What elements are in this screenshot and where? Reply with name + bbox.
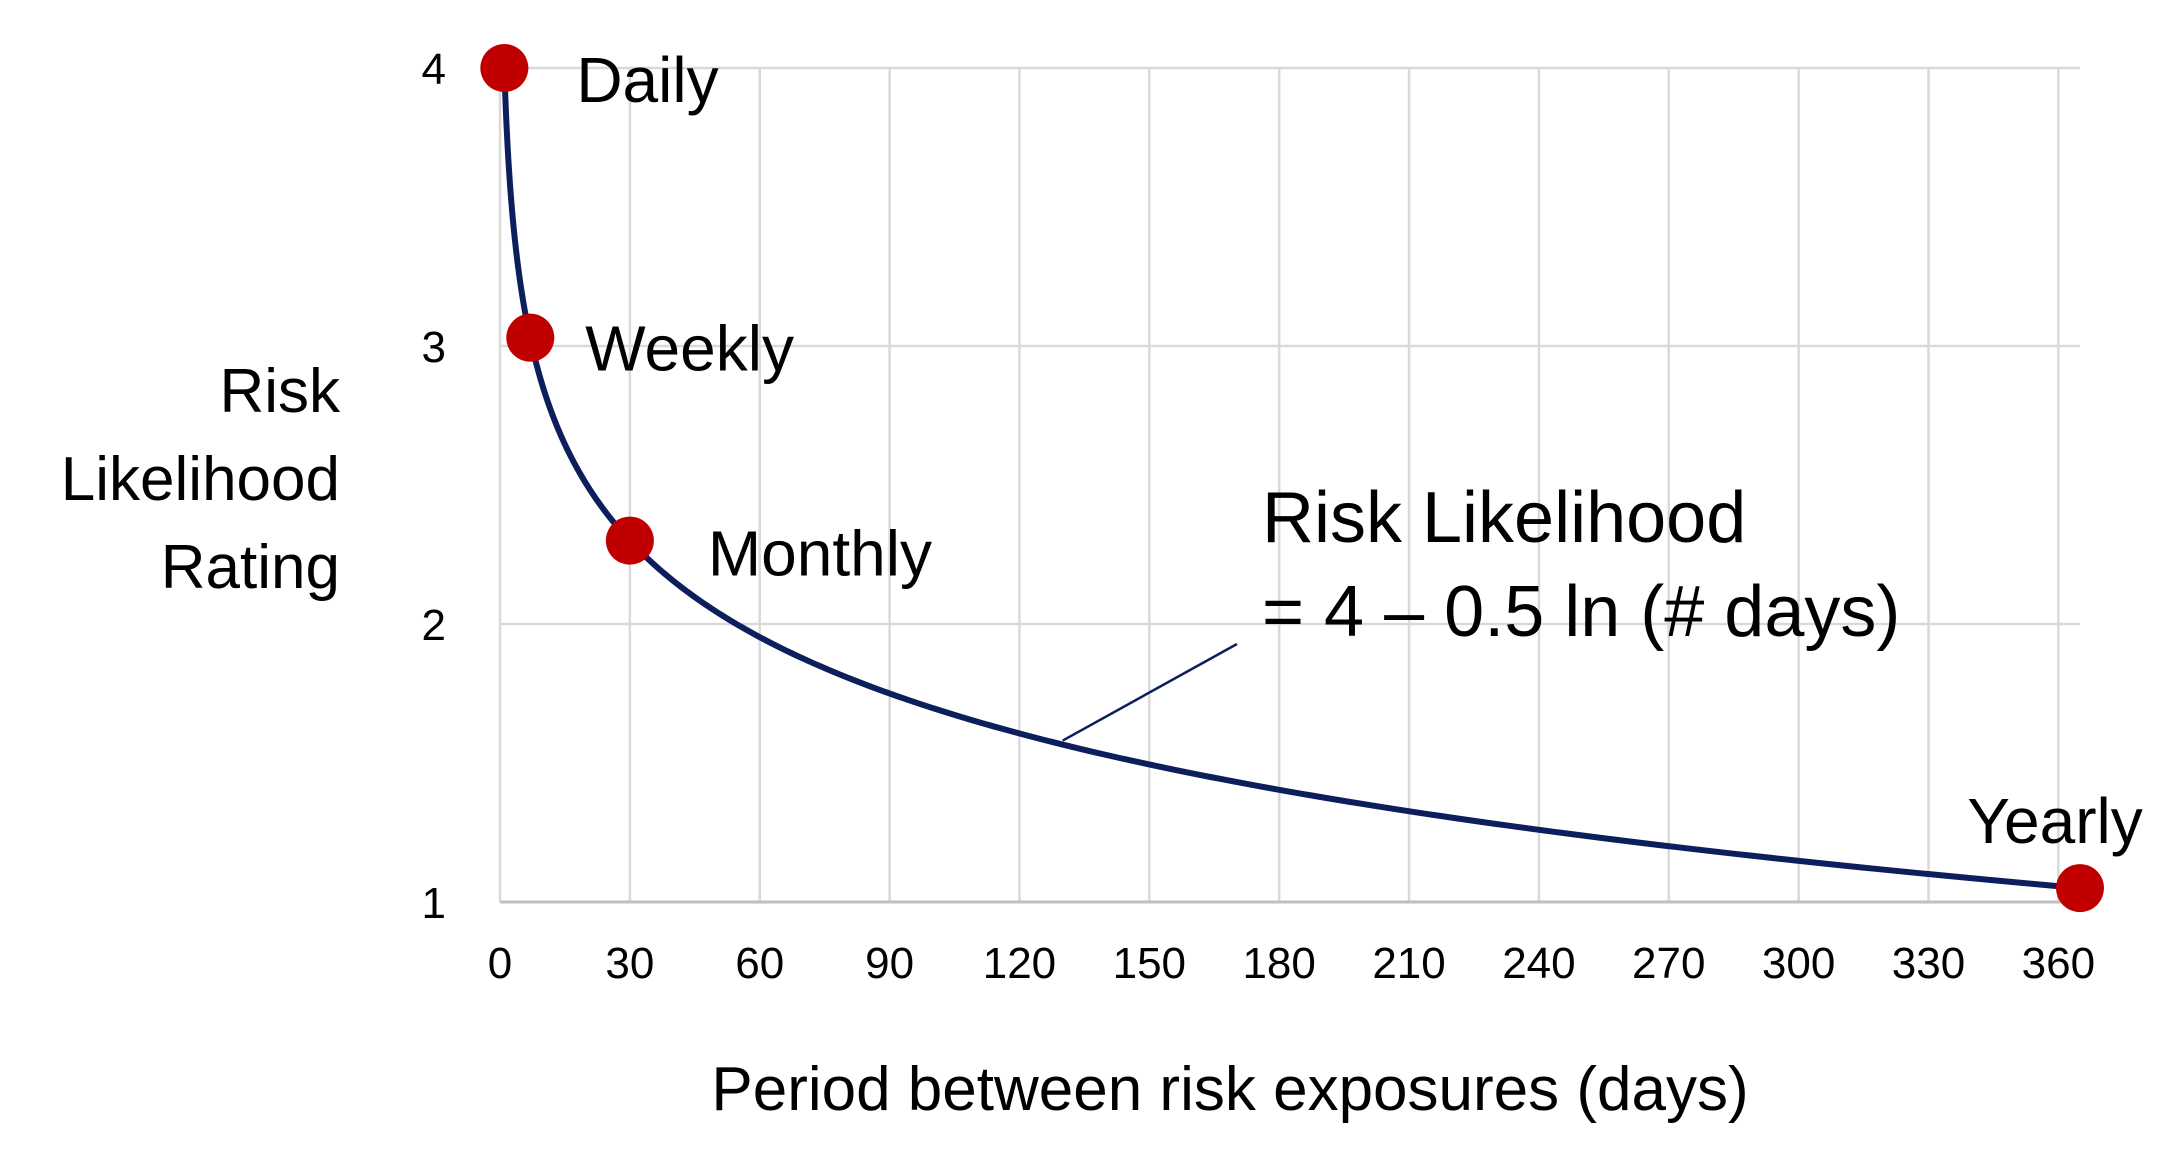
x-tick-label: 300 bbox=[1762, 939, 1835, 988]
x-tick-label: 270 bbox=[1632, 939, 1705, 988]
y-axis-title-line-2: Likelihood bbox=[61, 445, 340, 514]
x-tick-label: 30 bbox=[605, 939, 654, 988]
data-point-label-monthly: Monthly bbox=[708, 518, 932, 590]
y-axis-title: Risk Likelihood Rating bbox=[61, 357, 341, 602]
formula-annotation-line-2: = 4 – 0.5 ln (# days) bbox=[1262, 572, 1900, 652]
x-axis-tick-labels: 0 30 60 90 120 150 180 210 240 270 300 330 360 bbox=[488, 939, 2095, 988]
vertical-gridlines bbox=[498, 68, 2060, 902]
x-tick-label: 120 bbox=[983, 939, 1056, 988]
x-tick-label: 240 bbox=[1502, 939, 1575, 988]
y-tick-label: 1 bbox=[422, 879, 446, 928]
horizontal-gridlines bbox=[500, 66, 2080, 626]
data-point-yearly bbox=[2056, 864, 2104, 913]
x-tick-label: 210 bbox=[1372, 939, 1445, 988]
x-tick-label: 180 bbox=[1242, 939, 1315, 988]
x-tick-label: 150 bbox=[1113, 939, 1186, 988]
data-point-labels: Daily Weekly Monthly Yearly bbox=[576, 44, 2142, 857]
data-point-monthly bbox=[605, 516, 654, 565]
formula-annotation: Risk Likelihood = 4 – 0.5 ln (# days) bbox=[1262, 478, 1900, 652]
annotation-leader-line bbox=[1062, 642, 1238, 742]
x-tick-label: 60 bbox=[735, 939, 784, 988]
data-point-label-weekly: Weekly bbox=[585, 313, 794, 385]
x-tick-label: 330 bbox=[1892, 939, 1965, 988]
x-axis-title: Period between risk exposures (days) bbox=[711, 1055, 1748, 1124]
data-points bbox=[480, 44, 2104, 913]
y-tick-label: 2 bbox=[422, 601, 446, 650]
data-point-label-yearly: Yearly bbox=[1967, 785, 2143, 857]
y-axis-tick-labels: 1 2 3 4 bbox=[422, 45, 446, 928]
data-point-weekly bbox=[506, 313, 555, 362]
x-tick-label: 0 bbox=[488, 939, 512, 988]
y-axis-title-line-1: Risk bbox=[219, 357, 341, 426]
formula-annotation-line-1: Risk Likelihood bbox=[1262, 478, 1746, 558]
x-tick-label: 360 bbox=[2022, 939, 2095, 988]
y-tick-label: 3 bbox=[422, 323, 446, 372]
data-point-daily bbox=[480, 44, 529, 92]
risk-likelihood-curve bbox=[501, 67, 2081, 892]
x-tick-label: 90 bbox=[865, 939, 914, 988]
y-axis-title-line-3: Rating bbox=[161, 533, 340, 602]
data-point-label-daily: Daily bbox=[576, 44, 718, 116]
y-tick-label: 4 bbox=[422, 45, 446, 94]
